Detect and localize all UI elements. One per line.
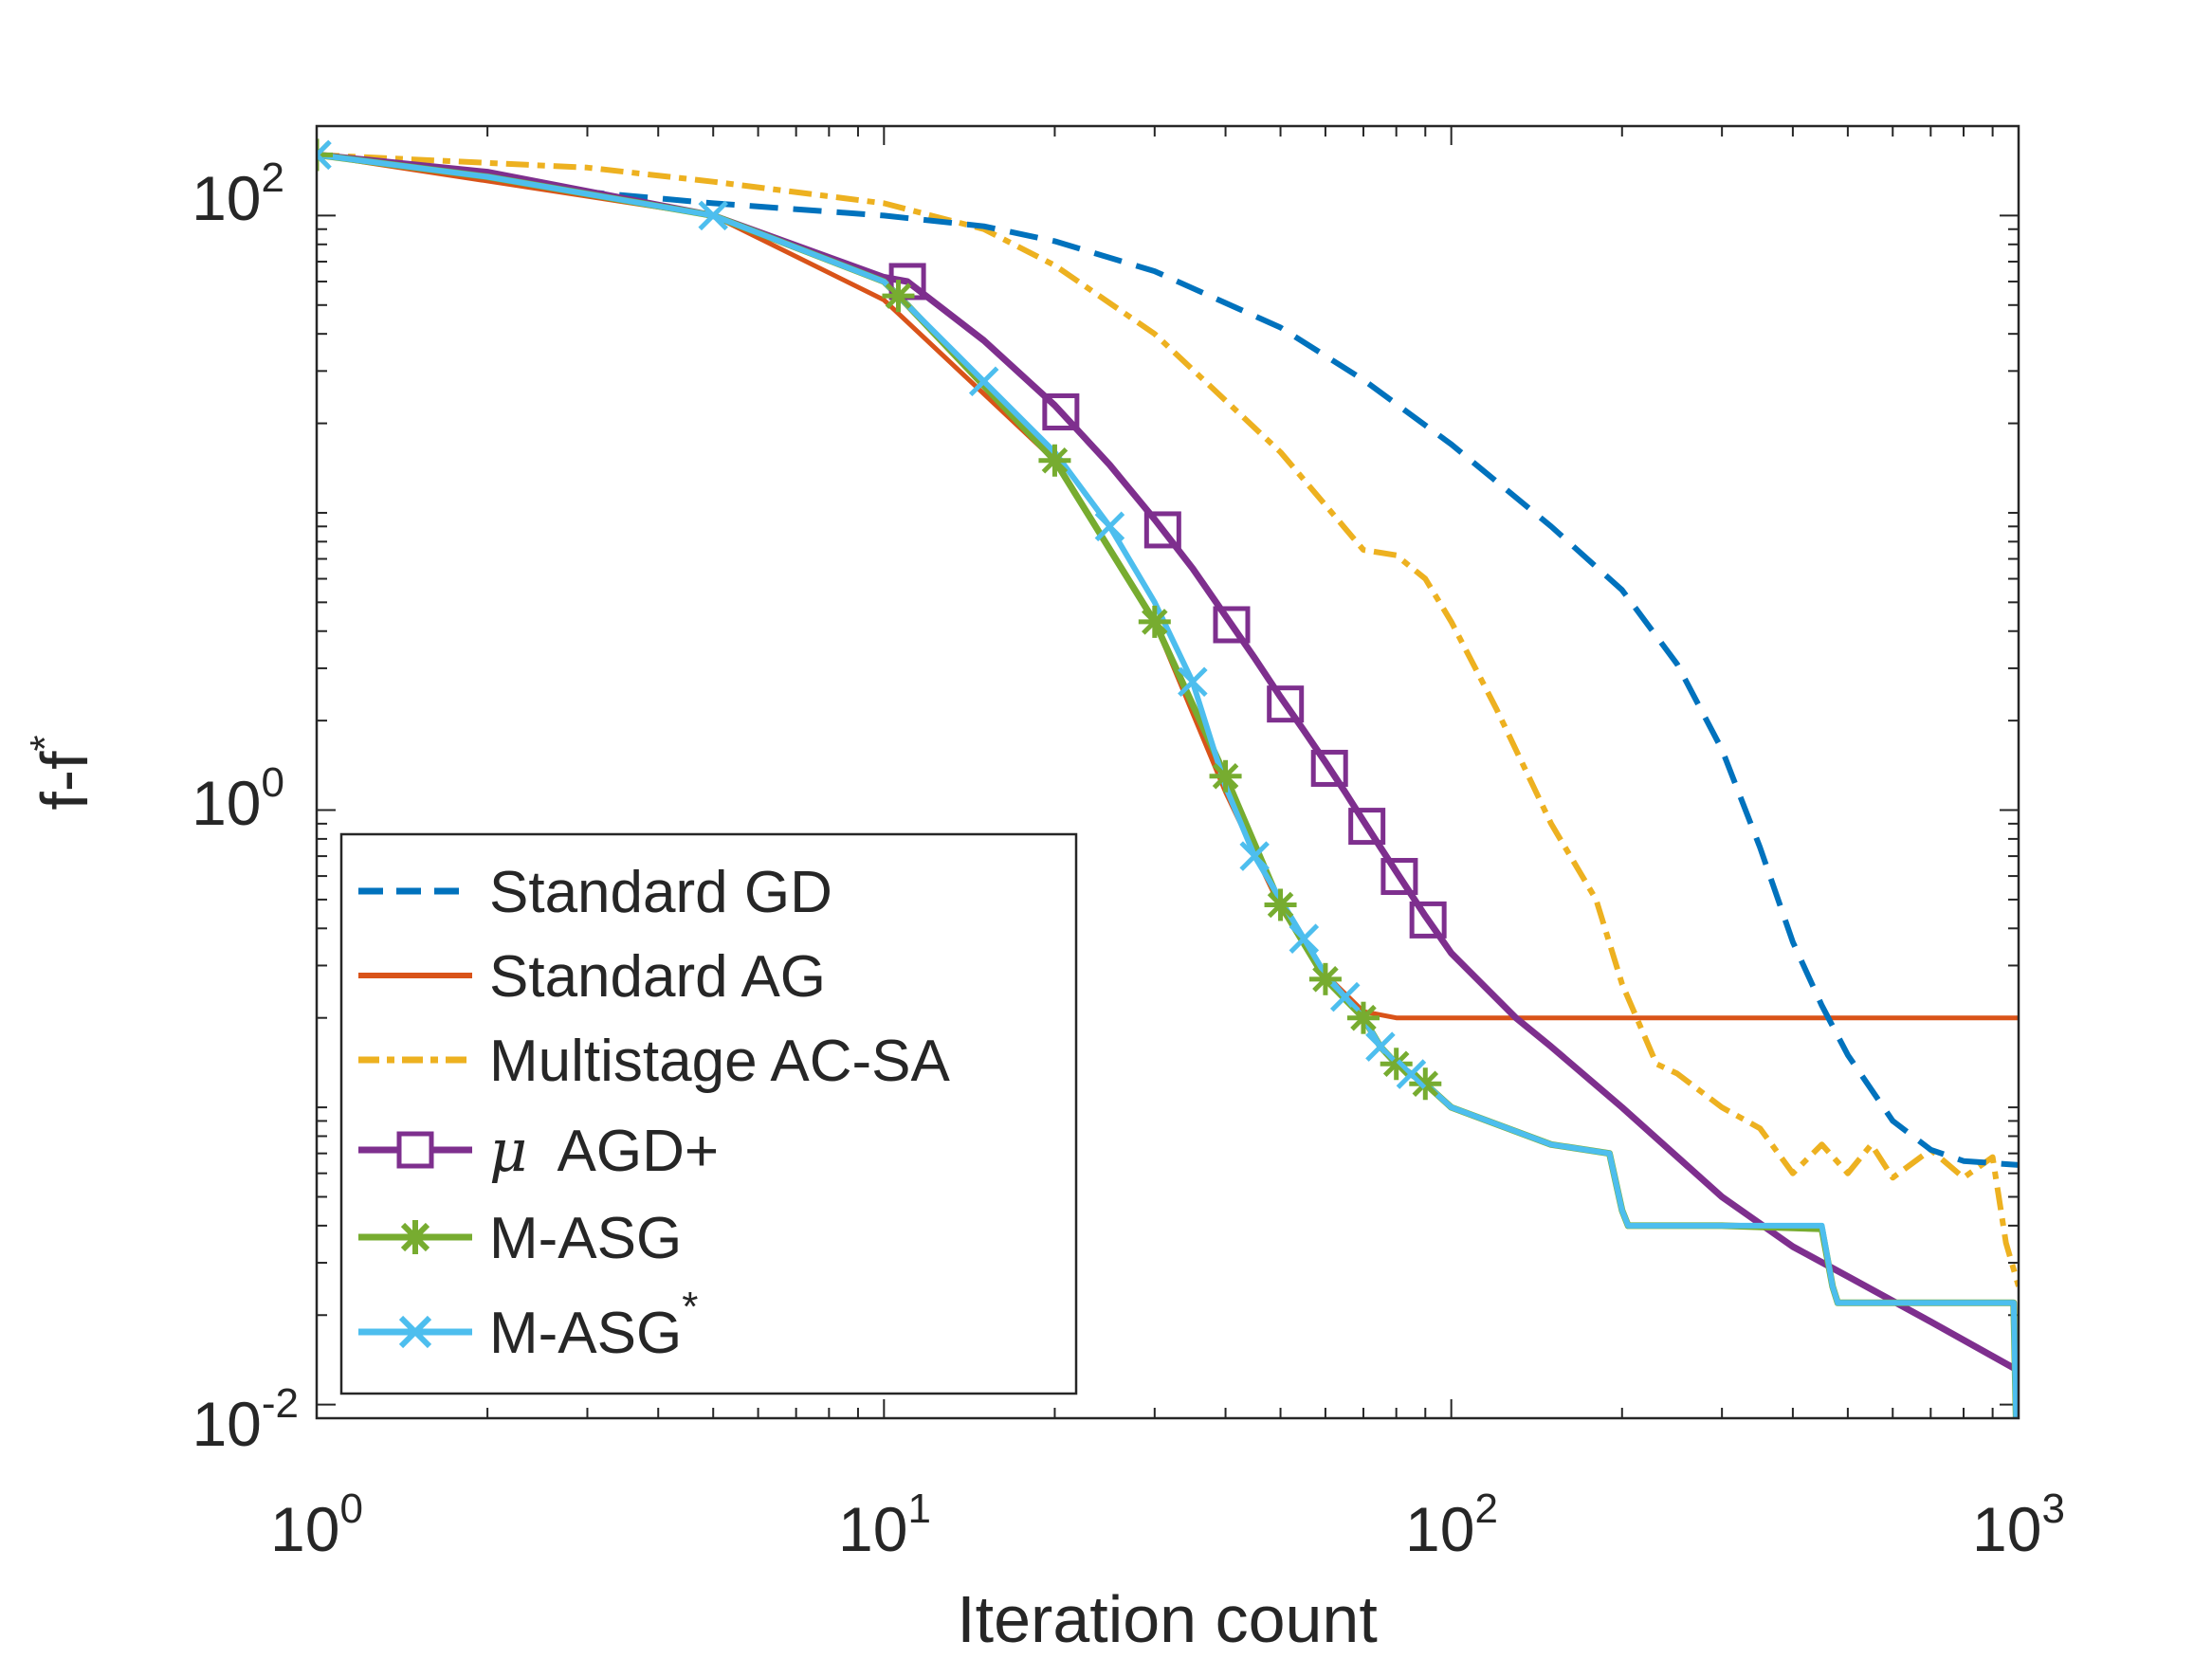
square-marker: [1348, 808, 1386, 846]
asterisk-marker: [1038, 444, 1071, 477]
legend-label-m-asg: M-ASG: [489, 1206, 682, 1271]
y-tick-label-2: 102: [192, 155, 284, 233]
asterisk-marker: [882, 280, 915, 313]
x-tick-label-1: 101: [838, 1486, 931, 1564]
square-marker: [1380, 858, 1418, 896]
square-marker: [1143, 511, 1181, 549]
asterisk-marker: [1264, 888, 1297, 921]
legend-item-multistage-ac-sa: Multistage AC-SA: [358, 1029, 951, 1094]
legend-item-m-asg-star: M-ASG*: [358, 1284, 698, 1366]
square-marker: [1409, 901, 1447, 939]
x-marker: [698, 200, 728, 231]
x-marker-icon: [398, 1315, 432, 1349]
asterisk-marker: [1138, 605, 1171, 638]
legend-item-standard-ag: Standard AG: [358, 944, 826, 1010]
x-marker: [317, 139, 332, 171]
x-tick-label-2: 102: [1405, 1486, 1498, 1564]
legend-item-standard-gd: Standard GD: [358, 860, 832, 925]
x-marker: [1396, 1059, 1427, 1089]
square-marker: [1267, 685, 1305, 723]
legend-label-standard-gd: Standard GD: [489, 860, 832, 925]
square-marker-icon: [396, 1131, 434, 1169]
x-axis-label: Iteration count: [957, 1582, 1378, 1656]
x-marker: [1329, 981, 1361, 1012]
legend-label-multistage-ac-sa: Multistage AC-SA: [489, 1029, 951, 1094]
square-marker: [1042, 392, 1080, 430]
plot-frame: [315, 124, 2020, 1420]
x-tick-label-0: 100: [270, 1486, 363, 1564]
legend-label-mu-agd-plus: μ AGD+: [489, 1116, 719, 1185]
minor-ticks: [316, 125, 2020, 1419]
legend-item-mu-agd-plus: μ AGD+: [358, 1116, 719, 1185]
legend-label-standard-ag: Standard AG: [489, 944, 826, 1010]
asterisk-marker: [1409, 1067, 1442, 1101]
square-marker: [1213, 606, 1251, 644]
x-marker: [1178, 666, 1208, 698]
legend-item-m-asg: M-ASG: [358, 1206, 682, 1271]
asterisk-marker-icon: [398, 1220, 432, 1254]
legend-box: [339, 832, 1078, 1395]
square-marker: [1310, 749, 1348, 787]
x-marker: [1365, 1031, 1396, 1062]
marker-layer: [317, 138, 1447, 1101]
y-tick-label-0: 100: [192, 759, 284, 838]
legend-label-m-asg-star: M-ASG*: [489, 1284, 698, 1366]
asterisk-marker: [1209, 759, 1242, 793]
series-standard-gd: [317, 152, 2019, 1168]
legend: Standard GD Standard AG Multistage AC-SA…: [339, 832, 1078, 1395]
y-axis-label: f-f*: [22, 735, 101, 810]
x-marker: [968, 366, 999, 397]
series-mu-agd-plus: [317, 151, 2019, 1374]
x-tick-label-3: 103: [1972, 1486, 2065, 1564]
x-marker: [1289, 923, 1320, 954]
x-marker: [1239, 841, 1270, 871]
x-marker: [1094, 511, 1125, 542]
y-tick-label-neg2: 10-2: [192, 1380, 299, 1459]
